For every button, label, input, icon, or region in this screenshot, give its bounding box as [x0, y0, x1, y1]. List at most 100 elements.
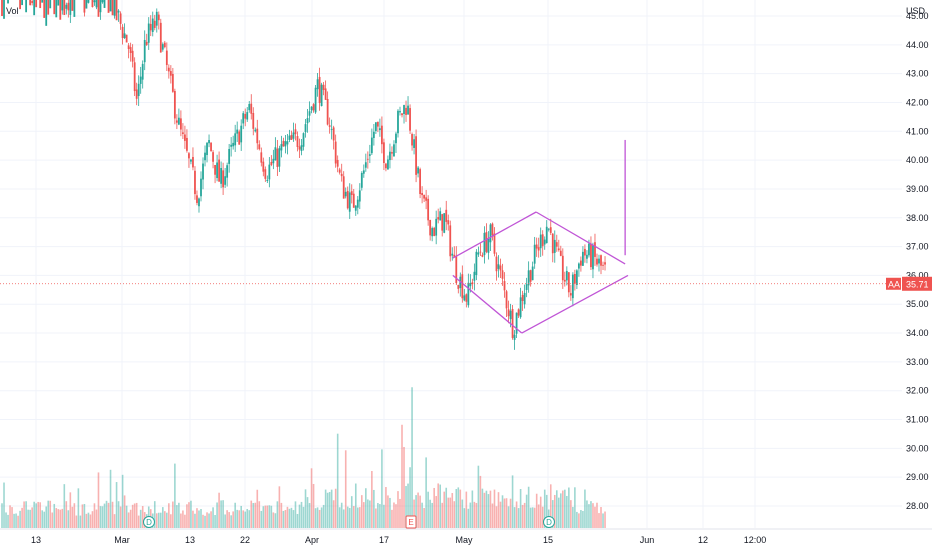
candle-body: [407, 105, 409, 115]
candle-body: [441, 214, 444, 231]
candle-body: [342, 176, 345, 199]
candle-body: [161, 44, 164, 50]
volume-bar: [555, 490, 558, 528]
candle-body: [348, 192, 351, 212]
candle-body: [423, 194, 426, 199]
candle-body: [3, 0, 5, 19]
volume-bar: [180, 513, 182, 528]
volume-bar: [5, 512, 7, 528]
candles: [1, 0, 606, 350]
candle-body: [93, 0, 96, 3]
volume-bar: [596, 502, 598, 528]
volume-bar: [1, 503, 3, 528]
candle-body: [216, 162, 218, 179]
candle-body: [372, 131, 375, 139]
volume-bar: [236, 509, 238, 528]
volume-bar: [519, 489, 522, 528]
dividend-marker[interactable]: [143, 516, 155, 528]
candle-body: [451, 253, 454, 256]
volume-bar: [529, 507, 532, 528]
volume-bar: [216, 502, 218, 528]
volume-bar: [513, 507, 516, 528]
candle-body: [368, 154, 371, 156]
volume-bar: [439, 484, 441, 528]
candle-body: [549, 227, 552, 233]
volume-bar: [302, 506, 305, 528]
candle-body: [449, 225, 452, 257]
pattern-drawings[interactable]: [452, 139, 629, 334]
candle-body: [590, 244, 592, 268]
volume-bar: [45, 506, 48, 528]
x-axis[interactable]: 13 Mar 13 22 Apr 17 May 15 Jun 12 12:00: [0, 528, 932, 545]
volume-bar: [419, 495, 421, 528]
volume-bar: [266, 505, 269, 528]
candle-body: [31, 0, 34, 4]
volume-bar: [288, 508, 291, 528]
candle-body: [362, 170, 365, 174]
volume-bar: [576, 511, 578, 528]
volume-bar: [356, 507, 359, 528]
trend-line[interactable]: [452, 211, 537, 259]
volume-bar: [174, 463, 176, 528]
volume-bar: [451, 493, 454, 528]
volume-bar: [127, 512, 130, 528]
volume-bar: [75, 515, 78, 528]
candle-body: [330, 129, 333, 130]
candle-body: [85, 0, 88, 9]
y-axis[interactable]: 28.00 29.00 30.00 31.00 32.00 33.00 34.00 35.00…: [906, 11, 929, 511]
candle-body: [204, 152, 206, 161]
volume-bar: [459, 489, 462, 528]
y-tick-label: 28.00: [906, 501, 929, 511]
candle-body: [87, 0, 90, 3]
candle-body: [551, 233, 554, 254]
volume-bar: [162, 507, 164, 528]
volume-bar: [262, 506, 265, 528]
candle-body: [395, 133, 397, 144]
candle-body: [65, 4, 68, 9]
trend-line[interactable]: [521, 274, 629, 334]
candle-body: [292, 132, 295, 139]
candle-body: [200, 178, 202, 197]
volume-bar: [588, 504, 590, 528]
volume-bar: [350, 496, 353, 528]
volume-bar: [43, 511, 46, 528]
candle-body: [403, 105, 405, 114]
candle-body: [383, 142, 385, 164]
volume-bar: [49, 500, 52, 528]
candle-body: [366, 158, 369, 160]
volume-bar: [431, 502, 433, 528]
volume-bar: [521, 504, 524, 528]
trend-line[interactable]: [452, 274, 523, 334]
volume-bar: [250, 500, 253, 528]
volume-bar: [123, 495, 126, 528]
candle-body: [594, 242, 596, 257]
candle-body: [57, 0, 60, 6]
volume-bar: [222, 500, 224, 528]
y-tick-label: 44.00: [906, 40, 929, 50]
volume-bar: [523, 502, 526, 528]
volume-label: Vol: [6, 6, 19, 16]
trend-line[interactable]: [535, 211, 626, 265]
candle-body: [177, 117, 180, 125]
candle-body: [598, 258, 600, 264]
candle-body: [101, 0, 104, 3]
candle-body: [284, 141, 287, 147]
candle-body: [580, 260, 582, 266]
volume-bar: [501, 495, 504, 528]
volume-bar: [260, 510, 263, 528]
volume-bar: [467, 508, 470, 528]
candle-body: [222, 170, 225, 188]
candle-body: [240, 125, 243, 143]
candle-body: [35, 0, 38, 8]
candle-body: [529, 270, 532, 282]
volume-bar: [264, 505, 267, 528]
candle-body: [543, 239, 546, 245]
volume-bar: [475, 502, 478, 528]
volume-bar: [93, 503, 96, 528]
dividend-marker[interactable]: [543, 516, 555, 528]
volume-bar: [361, 495, 363, 528]
earnings-marker[interactable]: [405, 515, 417, 529]
volume-bar: [435, 496, 437, 528]
